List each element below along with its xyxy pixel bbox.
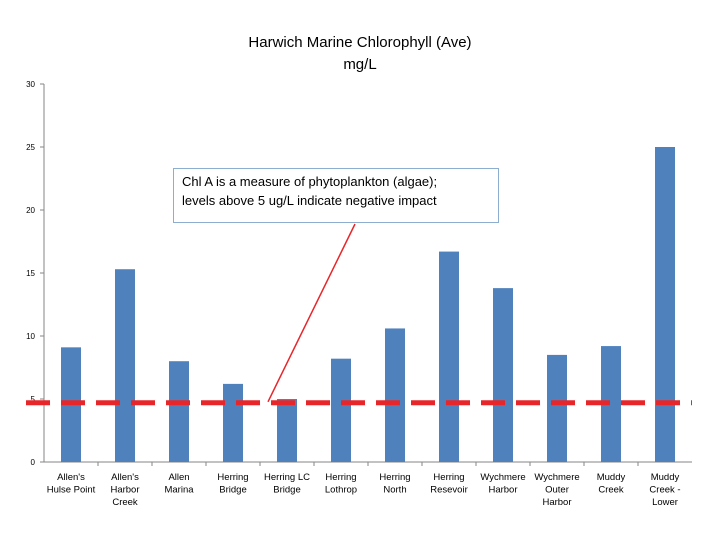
y-tick-label: 20 xyxy=(26,206,35,215)
x-tick-label: Wychmere Harbor xyxy=(480,472,525,496)
y-tick-label: 30 xyxy=(26,80,35,89)
x-tick-label: Wychmere Outer Harbor xyxy=(534,472,579,508)
bar xyxy=(601,346,621,462)
bar xyxy=(385,328,405,462)
bar xyxy=(655,147,675,462)
bar xyxy=(331,358,351,462)
bar xyxy=(169,361,189,462)
bar xyxy=(493,288,513,462)
y-tick-label: 0 xyxy=(31,458,36,467)
x-tick-label: Allen's Hulse Point xyxy=(47,472,96,496)
y-tick-label: 5 xyxy=(31,395,36,404)
x-tick-label: Allen Marina xyxy=(164,472,194,496)
bar xyxy=(223,383,243,462)
x-tick-label: Herring LC Bridge xyxy=(264,472,310,496)
bar xyxy=(439,251,459,462)
x-tick-label: Herring Lothrop xyxy=(325,472,357,496)
x-tick-label: Herring Resevoir xyxy=(430,472,468,496)
x-tick-label: Herring Bridge xyxy=(217,472,248,496)
x-tick-label: Muddy Creek xyxy=(597,472,626,496)
x-tick-label: Herring North xyxy=(379,472,410,496)
bar xyxy=(277,399,297,462)
x-tick-label: Muddy Creek -Lower xyxy=(649,472,680,508)
y-tick-label: 15 xyxy=(26,269,35,278)
annotation-arrow xyxy=(267,223,356,403)
y-tick-label: 10 xyxy=(26,332,35,341)
bar xyxy=(547,354,567,462)
y-tick-label: 25 xyxy=(26,143,35,152)
annotation-callout: Chl A is a measure of phytoplankton (alg… xyxy=(173,168,499,223)
x-tick-label: Allen's Harbor Creek xyxy=(110,472,139,508)
bar xyxy=(115,269,135,462)
chart-title: Harwich Marine Chlorophyll (Ave) mg/L xyxy=(248,34,472,73)
